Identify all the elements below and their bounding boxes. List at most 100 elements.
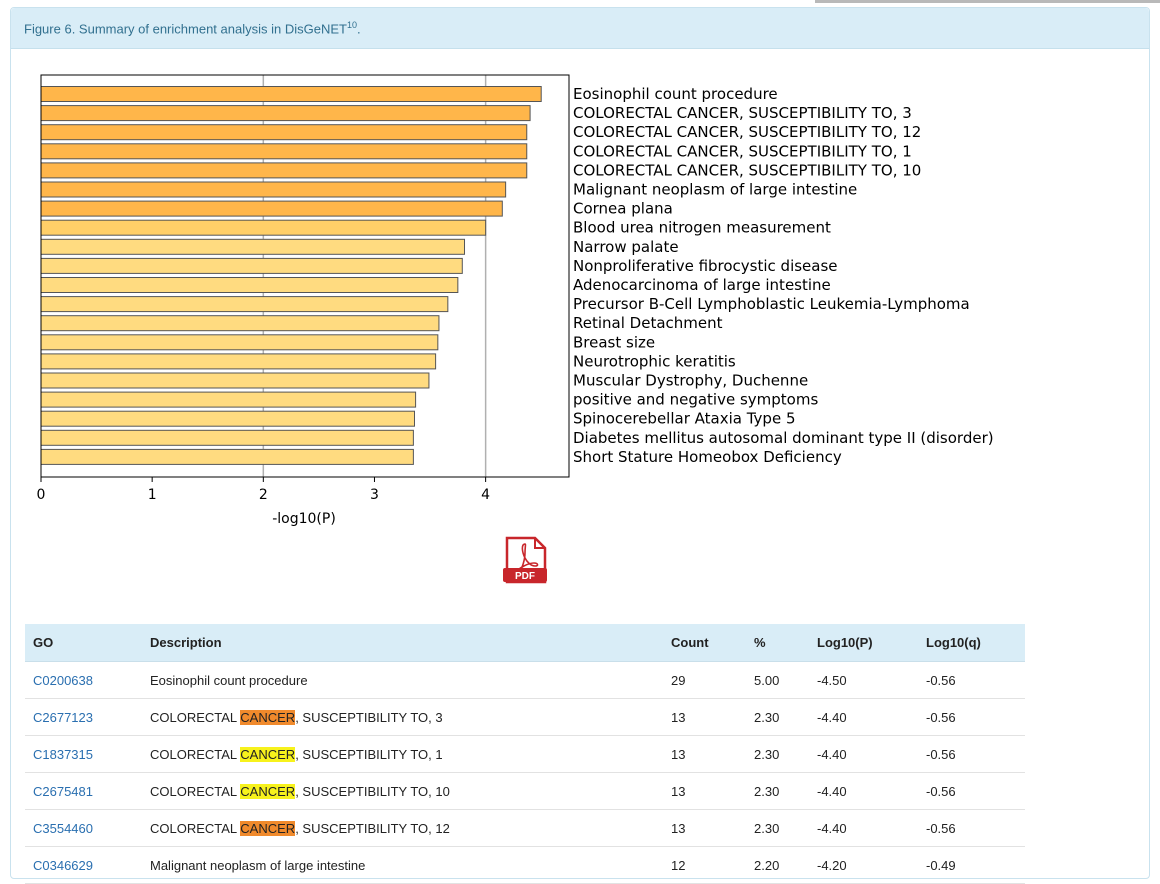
header-percent[interactable]: % xyxy=(746,624,809,662)
x-tick-label: 2 xyxy=(259,487,268,503)
go-id-link[interactable]: C2675481 xyxy=(33,783,93,799)
plot-area xyxy=(41,75,569,477)
percent-cell: 2.30 xyxy=(746,809,809,847)
log10p-cell: -4.20 xyxy=(809,846,918,884)
go-cell: C3554460 xyxy=(25,809,142,847)
header-log10p[interactable]: Log10(P) xyxy=(809,624,918,662)
description-cell: Eosinophil count procedure xyxy=(142,661,663,699)
panel-heading xyxy=(11,8,1149,49)
bar xyxy=(40,391,417,408)
window-shadow xyxy=(815,0,1160,3)
bar xyxy=(40,372,430,389)
percent-cell: 2.30 xyxy=(746,698,809,736)
log10q-cell: -0.56 xyxy=(918,661,1025,699)
highlighted-term: CANCER xyxy=(240,820,296,836)
count-cell: 13 xyxy=(663,698,746,736)
bar xyxy=(40,162,528,179)
bar xyxy=(40,219,487,236)
table-row: C2677123 COLORECTAL CANCER, SUSCEPTIBILIT… xyxy=(25,698,1025,736)
category-label: COLORECTAL CANCER, SUSCEPTIBILITY TO, 1 xyxy=(573,142,912,160)
percent-cell: 2.30 xyxy=(746,772,809,810)
table-header-row: GO Description Count % Log10(P) Log10(q) xyxy=(25,624,1025,662)
go-cell: C0200638 xyxy=(25,661,142,699)
x-tick-label: 1 xyxy=(148,487,157,503)
bar xyxy=(40,334,439,351)
category-label: Spinocerebellar Ataxia Type 5 xyxy=(573,410,796,428)
go-id-link[interactable]: C2677123 xyxy=(33,709,93,725)
bar xyxy=(40,315,440,332)
bar xyxy=(40,257,463,274)
x-tick-label: 4 xyxy=(481,487,490,503)
description-text-end: , SUSCEPTIBILITY TO, 10 xyxy=(295,783,450,799)
bar xyxy=(40,105,531,122)
log10q-cell: -0.56 xyxy=(918,698,1025,736)
header-description[interactable]: Description xyxy=(142,624,663,662)
category-label: Blood urea nitrogen measurement xyxy=(573,219,831,237)
count-cell: 13 xyxy=(663,809,746,847)
table-row: C1837315 COLORECTAL CANCER, SUSCEPTIBILIT… xyxy=(25,735,1025,773)
bar xyxy=(40,238,466,255)
bar xyxy=(40,410,415,427)
category-label: Diabetes mellitus autosomal dominant typ… xyxy=(573,429,994,447)
header-log10q[interactable]: Log10(q) xyxy=(918,624,1025,662)
category-label: Short Stature Homeobox Deficiency xyxy=(573,448,842,466)
table-body: C0200638 Eosinophil count procedure 29 5.00… xyxy=(25,661,1025,884)
x-tick-label: 3 xyxy=(370,487,379,503)
table-row: C0346629 Malignant neoplasm of large inte… xyxy=(25,846,1025,884)
log10q-cell: -0.56 xyxy=(918,772,1025,810)
description-cell: COLORECTAL CANCER, SUSCEPTIBILITY TO, 12 xyxy=(142,809,663,847)
bar xyxy=(40,448,414,465)
log10p-cell: -4.40 xyxy=(809,809,918,847)
table-row: C2675481 COLORECTAL CANCER, SUSCEPTIBILIT… xyxy=(25,772,1025,810)
category-label: Narrow palate xyxy=(573,238,679,256)
category-label: Breast size xyxy=(573,333,655,351)
figure-caption: Figure 6. Summary of enrichment analysis… xyxy=(24,20,361,36)
bar xyxy=(40,86,542,102)
log10p-cell: -4.40 xyxy=(809,698,918,736)
table-row: C3554460 COLORECTAL CANCER, SUSCEPTIBILIT… xyxy=(25,809,1025,847)
x-axis-label: -log10(P) xyxy=(272,511,336,527)
caption-reference: 10 xyxy=(346,20,357,30)
go-cell: C0346629 xyxy=(25,846,142,884)
description-cell: COLORECTAL CANCER, SUSCEPTIBILITY TO, 1 xyxy=(142,735,663,773)
category-label: positive and negative symptoms xyxy=(573,391,818,409)
x-tick-label: 0 xyxy=(37,487,46,503)
description-text-end: , SUSCEPTIBILITY TO, 3 xyxy=(295,709,443,725)
header-count[interactable]: Count xyxy=(663,624,746,662)
highlighted-term: CANCER xyxy=(240,783,296,799)
plot-frame xyxy=(40,74,570,478)
description-text: COLORECTAL xyxy=(150,709,241,725)
bar xyxy=(40,181,507,198)
percent-cell: 2.20 xyxy=(746,846,809,884)
category-label: COLORECTAL CANCER, SUSCEPTIBILITY TO, 12 xyxy=(573,123,921,141)
count-cell: 13 xyxy=(663,735,746,773)
go-id-link[interactable]: C3554460 xyxy=(33,820,93,836)
count-cell: 13 xyxy=(663,772,746,810)
category-label: Precursor B-Cell Lymphoblastic Leukemia-… xyxy=(573,295,970,313)
go-id-link[interactable]: C1837315 xyxy=(33,746,93,762)
go-id-link[interactable]: C0346629 xyxy=(33,857,93,873)
caption-end: . xyxy=(356,21,361,37)
enrichment-table: GO Description Count % Log10(P) Log10(q)… xyxy=(25,624,1025,884)
category-label: COLORECTAL CANCER, SUSCEPTIBILITY TO, 10 xyxy=(573,161,921,179)
category-label: Muscular Dystrophy, Duchenne xyxy=(573,372,808,390)
bar xyxy=(40,296,449,313)
bar xyxy=(40,277,459,293)
bar xyxy=(40,200,503,217)
description-text-end: , SUSCEPTIBILITY TO, 1 xyxy=(295,746,443,762)
description-text: COLORECTAL xyxy=(150,820,241,836)
description-text-end: , SUSCEPTIBILITY TO, 12 xyxy=(295,820,450,836)
pdf-download-button[interactable]: PDF xyxy=(501,536,549,584)
category-label: Eosinophil count procedure xyxy=(573,85,778,103)
header-go[interactable]: GO xyxy=(25,624,142,662)
category-label: Neurotrophic keratitis xyxy=(573,352,736,370)
caption-text: Figure 6. Summary of enrichment analysis… xyxy=(24,21,347,37)
highlighted-term: CANCER xyxy=(240,709,296,725)
category-label: Retinal Detachment xyxy=(573,314,723,332)
go-id-link[interactable]: C0200638 xyxy=(33,672,93,688)
description-text: Malignant neoplasm of large intestine xyxy=(150,857,366,873)
bar xyxy=(40,143,528,160)
pdf-label: PDF xyxy=(515,571,535,582)
category-label: Cornea plana xyxy=(573,200,673,218)
log10q-cell: -0.56 xyxy=(918,735,1025,773)
